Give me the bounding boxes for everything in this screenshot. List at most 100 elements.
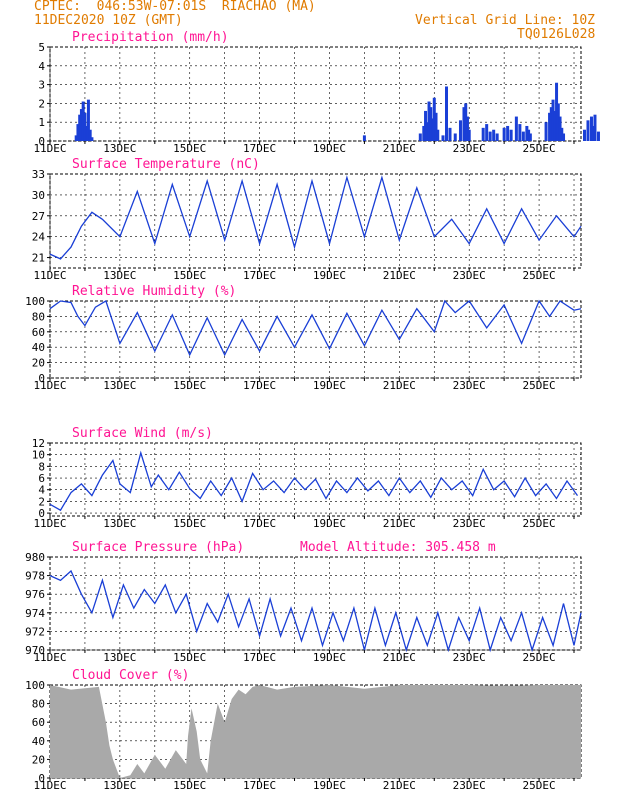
- x-tick-label: 25DEC: [523, 269, 556, 282]
- y-tick-label: 980: [25, 551, 45, 564]
- x-tick-label: 23DEC: [453, 269, 486, 282]
- y-tick-label: 20: [32, 357, 45, 370]
- precip-bar: [78, 114, 82, 141]
- precip-bar: [593, 114, 597, 141]
- precip-bar: [544, 122, 548, 141]
- precip-bar: [90, 137, 94, 141]
- y-tick-label: 3: [38, 79, 45, 92]
- precip-bar: [432, 97, 436, 141]
- series-line: [49, 450, 579, 512]
- y-tick-label: 970: [25, 644, 45, 657]
- precip-bar: [551, 99, 555, 141]
- x-tick-label: 23DEC: [453, 379, 486, 392]
- precip-bar: [495, 133, 499, 141]
- precip-bar: [431, 118, 435, 141]
- precip-bar: [488, 131, 492, 141]
- precip-bar: [555, 82, 559, 141]
- y-tick-label: 972: [25, 625, 45, 638]
- precip-bar: [465, 116, 469, 141]
- x-tick-label: 21DEC: [383, 651, 416, 664]
- x-tick-label: 17DEC: [243, 269, 276, 282]
- header-right1: Vertical Grid Line: 10Z: [415, 13, 596, 28]
- precip-bar: [514, 116, 518, 141]
- x-tick-label: 19DEC: [313, 269, 346, 282]
- precip-bar: [560, 127, 564, 141]
- y-tick-label: 0: [38, 507, 45, 520]
- precip-bar: [525, 125, 529, 141]
- y-tick-label: 8: [38, 460, 45, 473]
- x-tick-label: 19DEC: [313, 779, 346, 792]
- precip-bar: [509, 129, 513, 141]
- precip-bar: [418, 133, 422, 141]
- y-tick-label: 30: [32, 189, 45, 202]
- precip-bar: [79, 109, 83, 141]
- precip-bar: [74, 135, 78, 141]
- series-line: [49, 175, 582, 260]
- series-line: [49, 569, 582, 653]
- precip-bar: [436, 129, 440, 141]
- panel-title: Surface Pressure (hPa): [72, 540, 244, 555]
- y-tick-label: 20: [32, 753, 45, 766]
- precip-bar: [86, 99, 90, 141]
- x-tick-label: 25DEC: [523, 779, 556, 792]
- y-tick-label: 6: [38, 472, 45, 485]
- precip-bar: [453, 133, 457, 141]
- x-tick-label: 15DEC: [173, 779, 206, 792]
- x-tick-label: 13DEC: [103, 779, 136, 792]
- precip-bar: [441, 135, 445, 141]
- x-tick-label: 25DEC: [523, 651, 556, 664]
- y-tick-label: 2: [38, 495, 45, 508]
- y-tick-label: 40: [32, 735, 45, 748]
- panel-title: Precipitation (mm/h): [72, 30, 229, 45]
- x-tick-label: 19DEC: [313, 651, 346, 664]
- cloud-area: [50, 685, 581, 778]
- precip-bar: [458, 120, 462, 141]
- panel-title: Relative Humidity (%): [72, 284, 236, 299]
- x-tick-label: 13DEC: [103, 379, 136, 392]
- precip-bar: [464, 103, 468, 141]
- x-tick-label: 19DEC: [313, 142, 346, 155]
- x-tick-label: 21DEC: [383, 142, 416, 155]
- header-line2: 11DEC2020 10Z (GMT): [34, 13, 183, 28]
- y-tick-label: 100: [25, 295, 45, 308]
- x-tick-label: 25DEC: [523, 379, 556, 392]
- precip-bar: [434, 112, 438, 141]
- precip-bar: [492, 129, 496, 141]
- x-tick-label: 23DEC: [453, 651, 486, 664]
- y-tick-label: 4: [38, 60, 45, 73]
- x-tick-label: 25DEC: [523, 142, 556, 155]
- y-tick-label: 0: [38, 772, 45, 785]
- precip-bar: [549, 107, 553, 141]
- y-tick-label: 5: [38, 41, 45, 54]
- precip-bar: [427, 101, 431, 141]
- x-tick-label: 15DEC: [173, 517, 206, 530]
- precip-bar: [518, 124, 522, 141]
- y-tick-label: 0: [38, 135, 45, 148]
- x-tick-label: 17DEC: [243, 779, 276, 792]
- precip-bar: [591, 125, 595, 141]
- x-tick-label: 11DEC: [33, 379, 66, 392]
- precip-bar: [467, 129, 471, 141]
- y-tick-label: 21: [32, 252, 45, 265]
- x-tick-label: 13DEC: [103, 651, 136, 664]
- header-right2: TQ0126L028: [517, 27, 596, 42]
- x-tick-label: 17DEC: [243, 142, 276, 155]
- precip-bar: [88, 129, 92, 141]
- y-tick-label: 27: [32, 210, 45, 223]
- series-line: [49, 299, 582, 357]
- header-line1: CPTEC: 046:53W-07:01S RIACHAO (MA): [34, 0, 316, 14]
- precip-bar: [562, 133, 566, 141]
- x-tick-label: 11DEC: [33, 142, 66, 155]
- precip-bar: [422, 125, 426, 141]
- x-tick-label: 21DEC: [383, 779, 416, 792]
- precip-bar: [558, 116, 562, 141]
- x-tick-label: 17DEC: [243, 651, 276, 664]
- y-tick-label: 40: [32, 341, 45, 354]
- panel-frame: [49, 46, 582, 142]
- y-tick-label: 60: [32, 716, 45, 729]
- y-tick-label: 24: [32, 231, 46, 244]
- panel-annotation: Model Altitude: 305.458 m: [300, 540, 496, 555]
- y-tick-label: 974: [25, 607, 45, 620]
- y-tick-label: 2: [38, 97, 45, 110]
